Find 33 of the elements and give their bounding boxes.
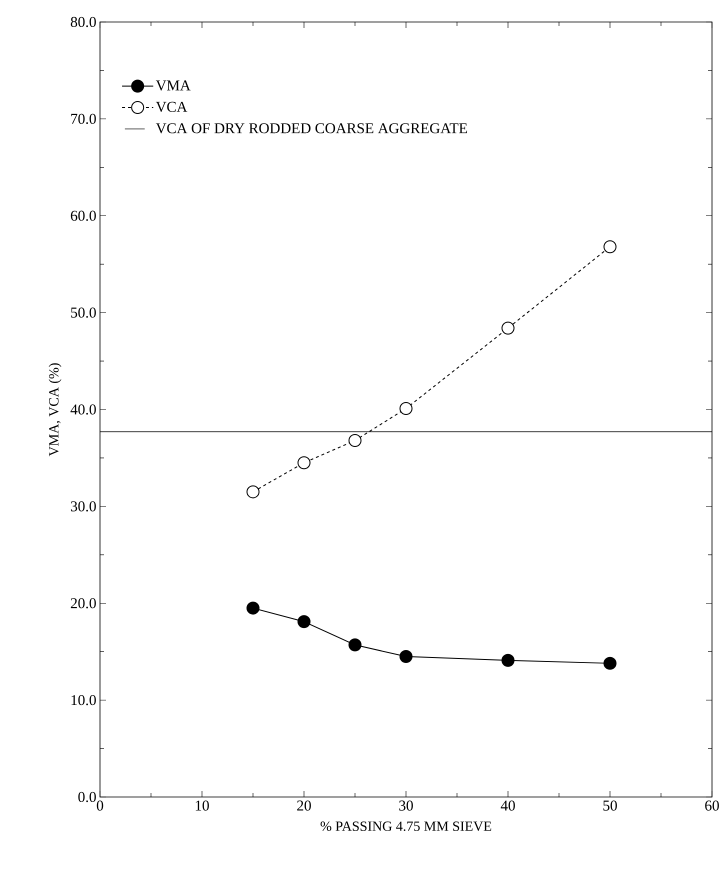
x-tick-label: 0 [96, 800, 104, 811]
x-tick-label: 60 [705, 800, 719, 811]
point [502, 654, 515, 667]
legend-label: VCA [156, 102, 188, 112]
point [246, 485, 260, 498]
point [400, 402, 413, 416]
point [604, 240, 617, 254]
point [298, 456, 311, 470]
point [502, 322, 515, 335]
point [348, 638, 362, 652]
legend-label: VMA [156, 80, 191, 91]
x-tick-label: 50 [603, 800, 617, 811]
point [298, 615, 311, 628]
point [400, 650, 413, 664]
y-tick-label: 40.0 [70, 404, 96, 415]
x-axis-title: % PASSING 4.75 MM SIEVE [320, 821, 492, 832]
x-tick-label: 40 [500, 800, 515, 811]
x-tick-label: 30 [399, 800, 413, 811]
y-tick-label: 60.0 [70, 210, 96, 221]
y-tick-label: 0.0 [78, 792, 96, 802]
point [246, 602, 260, 615]
x-tick-label: 10 [196, 800, 209, 811]
y-tick-label: 20.0 [70, 598, 96, 608]
y-tick-label: 50.0 [71, 308, 96, 318]
y-tick-label: 70.0 [71, 114, 96, 124]
y-axis-title: VMA, VCA (%) [48, 363, 62, 456]
x-tick-label: 20 [297, 800, 311, 811]
y-tick-label: 10.0 [72, 695, 96, 706]
point [348, 434, 362, 447]
point [604, 656, 617, 670]
legend-label: VCA OF DRY RODDED COARSE AGGREGATE [156, 123, 468, 134]
y-tick-label: 80.0 [70, 16, 96, 28]
y-tick-label: 30.0 [70, 501, 96, 512]
